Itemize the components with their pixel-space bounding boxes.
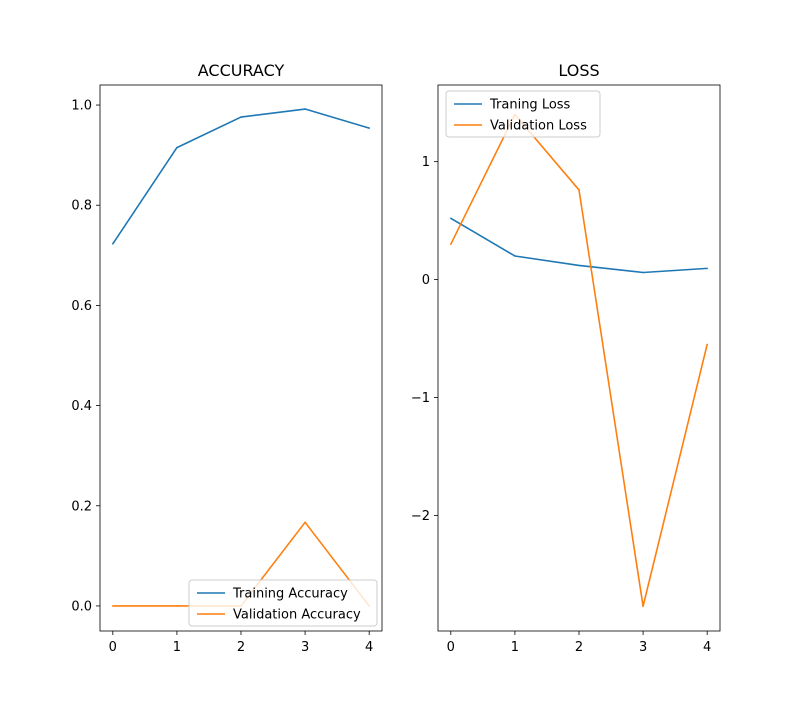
x-tick-label: 3 bbox=[639, 640, 647, 655]
y-tick-label: 0.0 bbox=[71, 599, 92, 614]
series-line-1 bbox=[450, 113, 708, 608]
chart-title: LOSS bbox=[558, 61, 599, 80]
data-point bbox=[304, 521, 306, 524]
legend-label: Validation Accuracy bbox=[233, 608, 361, 623]
data-point bbox=[112, 605, 114, 607]
legend-label: Training Accuracy bbox=[232, 587, 348, 602]
data-point bbox=[578, 189, 580, 191]
y-tick-label: 0.2 bbox=[71, 499, 92, 514]
legend-box bbox=[188, 579, 378, 627]
legend-box bbox=[445, 90, 601, 138]
y-tick-label: 0.8 bbox=[71, 199, 92, 214]
data-point bbox=[578, 264, 580, 267]
data-point bbox=[706, 343, 708, 346]
x-tick-label: 0 bbox=[109, 640, 117, 655]
y-tick-label: −2 bbox=[411, 509, 430, 524]
legend: Training Accuracy Validation Accuracy bbox=[188, 579, 378, 627]
x-tick-label: 1 bbox=[511, 640, 519, 655]
data-point bbox=[450, 243, 452, 246]
y-tick-label: 0.6 bbox=[71, 299, 92, 314]
y-tick-label: 1.0 bbox=[71, 99, 92, 114]
y-tick-label: 1 bbox=[422, 155, 430, 170]
x-tick-label: 3 bbox=[301, 640, 309, 655]
data-point bbox=[176, 605, 178, 607]
data-point bbox=[706, 267, 708, 270]
data-point bbox=[304, 108, 306, 110]
y-tick-label: 0.4 bbox=[71, 399, 92, 414]
data-point bbox=[450, 217, 452, 220]
chart-title: ACCURACY bbox=[198, 61, 285, 80]
subplot-loss: LOSS 0 1 2 3 4 −2 −1 0 1 Traning Loss Validation Lo… bbox=[411, 61, 721, 655]
series-line-0 bbox=[450, 217, 708, 274]
legend: Traning Loss Validation Loss bbox=[445, 90, 601, 138]
series-line-0 bbox=[112, 108, 370, 245]
x-tick-label: 4 bbox=[703, 640, 711, 655]
axes-frame bbox=[99, 84, 383, 632]
y-tick-label: −1 bbox=[411, 391, 430, 406]
y-tick-label: 0 bbox=[422, 273, 430, 288]
x-tick-label: 0 bbox=[447, 640, 455, 655]
subplot-accuracy: ACCURACY 0 1 2 3 4 0.0 0.2 0.4 0.6 0.8 1.0 Training … bbox=[71, 61, 383, 655]
legend-label: Validation Loss bbox=[490, 119, 587, 134]
data-point bbox=[240, 116, 242, 118]
axes-frame bbox=[437, 84, 721, 632]
data-point bbox=[176, 146, 178, 149]
x-tick-label: 2 bbox=[575, 640, 583, 655]
legend-label: Traning Loss bbox=[489, 98, 571, 113]
data-point bbox=[514, 255, 516, 257]
data-point bbox=[368, 127, 370, 129]
x-tick-label: 1 bbox=[173, 640, 181, 655]
x-tick-label: 2 bbox=[237, 640, 245, 655]
x-tick-label: 4 bbox=[365, 640, 373, 655]
data-point bbox=[112, 242, 114, 245]
data-point bbox=[642, 605, 644, 608]
data-point bbox=[642, 271, 644, 274]
